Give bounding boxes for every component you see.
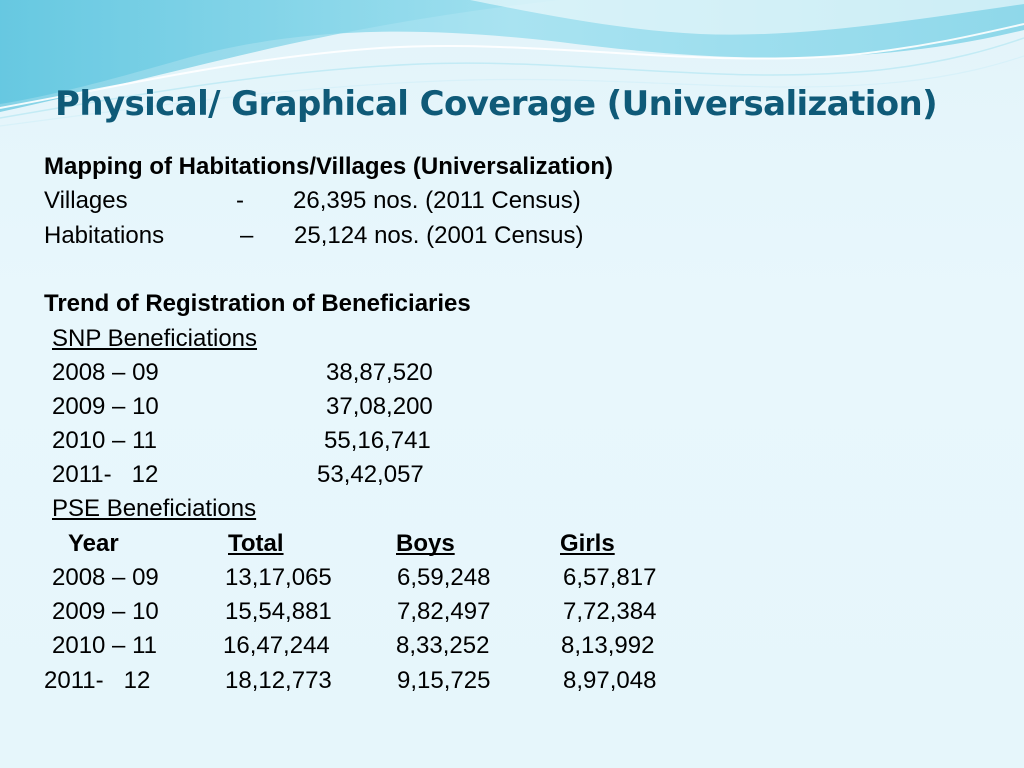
snp-year: 2010 – 11: [52, 427, 157, 454]
pse-row-total: 13,17,065: [225, 564, 332, 591]
habitations-label: Habitations: [44, 222, 165, 249]
snp-value: 37,08,200: [326, 393, 433, 420]
habitations-separator: –: [240, 222, 254, 249]
pse-column-header-year: Year: [68, 530, 119, 557]
villages-value: 26,395 nos. (2011 Census): [293, 187, 581, 214]
snp-year: 2009 – 10: [52, 393, 159, 420]
pse-row-year: 2009 – 10: [52, 598, 159, 625]
pse-row-total: 18,12,773: [225, 667, 332, 694]
villages-label: Villages: [44, 187, 128, 214]
decorative-wave-banner: [0, 0, 1024, 127]
pse-row-girls: 8,97,048: [563, 667, 657, 694]
pse-row-boys: 9,15,725: [397, 667, 491, 694]
pse-row-girls: 6,57,817: [563, 564, 657, 591]
pse-heading: PSE Beneficiations: [52, 495, 257, 522]
snp-heading: SNP Beneficiations: [52, 325, 258, 352]
snp-year: 2011- 12: [52, 461, 159, 488]
pse-column-header-boys: Boys: [396, 530, 455, 557]
snp-value: 38,87,520: [326, 359, 433, 386]
villages-separator: -: [236, 187, 244, 214]
snp-year: 2008 – 09: [52, 359, 159, 386]
trend-heading: Trend of Registration of Beneficiaries: [44, 290, 471, 317]
mapping-heading: Mapping of Habitations/Villages (Univers…: [44, 153, 613, 180]
pse-row-total: 16,47,244: [223, 632, 330, 659]
pse-row-total: 15,54,881: [225, 598, 332, 625]
pse-row-girls: 7,72,384: [563, 598, 657, 625]
pse-column-header-girls: Girls: [560, 530, 615, 557]
pse-row-boys: 7,82,497: [397, 598, 491, 625]
pse-row-year: 2011- 12: [44, 667, 151, 694]
snp-value: 55,16,741: [324, 427, 431, 454]
pse-row-year: 2008 – 09: [52, 564, 159, 591]
page-title: Physical/ Graphical Coverage (Universali…: [55, 84, 938, 124]
pse-row-boys: 8,33,252: [396, 632, 490, 659]
habitations-value: 25,124 nos. (2001 Census): [294, 222, 584, 249]
snp-value: 53,42,057: [317, 461, 424, 488]
pse-row-year: 2010 – 11: [52, 632, 157, 659]
pse-row-boys: 6,59,248: [397, 564, 491, 591]
pse-row-girls: 8,13,992: [561, 632, 655, 659]
pse-column-header-total: Total: [228, 530, 284, 557]
